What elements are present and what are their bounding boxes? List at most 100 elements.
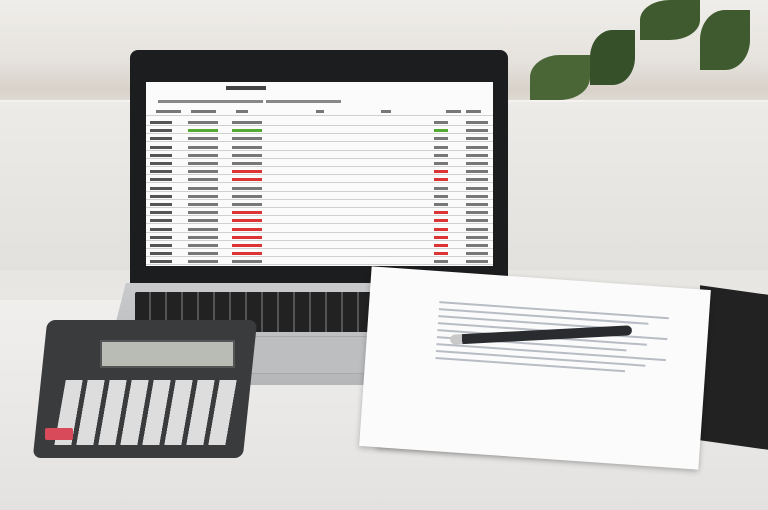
sheet-cell [188, 178, 218, 182]
sheet-cell [232, 252, 262, 256]
sheet-subtitle [158, 100, 263, 103]
sheet-cell [434, 170, 448, 174]
header-cell [236, 110, 248, 113]
sheet-cell [434, 162, 448, 165]
sheet-row [146, 175, 493, 184]
sheet-cell [188, 137, 218, 141]
sheet-row [146, 200, 493, 208]
sheet-cell [232, 219, 262, 223]
sheet-header-row [146, 106, 493, 116]
sheet-cell [232, 211, 262, 215]
paper-document [359, 266, 711, 470]
sheet-cell [150, 194, 172, 198]
sheet-cell [188, 219, 218, 223]
header-cell [316, 110, 324, 113]
sheet-cell [150, 252, 172, 256]
sheet-cell [150, 211, 172, 215]
calculator-display [100, 340, 235, 368]
sheet-cell [434, 203, 448, 206]
sheet-cell [232, 170, 262, 174]
clipboard [700, 285, 768, 450]
sheet-cell [466, 121, 488, 124]
sheet-cell [150, 244, 172, 247]
sheet-cell [188, 153, 218, 157]
sheet-cell [434, 145, 448, 149]
sheet-cell [188, 129, 218, 133]
paper-text-line [435, 357, 626, 373]
sheet-row [146, 134, 493, 143]
sheet-cell [150, 235, 172, 239]
sheet-cell [434, 244, 448, 247]
sheet-cell [434, 186, 448, 190]
sheet-row [146, 192, 493, 200]
plant-leaf [590, 30, 635, 85]
sheet-cell [232, 186, 262, 190]
sheet-cell [232, 227, 262, 231]
sheet-cell [232, 145, 262, 149]
sheet-cell [434, 137, 448, 141]
sheet-cell [232, 137, 262, 141]
sheet-row [146, 225, 493, 233]
sheet-title [226, 86, 266, 90]
sheet-cell [150, 137, 172, 141]
sheet-cell [466, 129, 488, 133]
sheet-cell [466, 194, 488, 198]
sheet-cell [466, 227, 488, 231]
sheet-cell [150, 186, 172, 190]
sheet-cell [188, 260, 218, 264]
sheet-cell [466, 137, 488, 141]
sheet-cell [188, 186, 218, 190]
sheet-cell [232, 235, 262, 239]
sheet-cell [434, 235, 448, 239]
sheet-cell [434, 219, 448, 223]
header-cell [446, 110, 461, 113]
sheet-row [146, 249, 493, 258]
sheet-cell [188, 244, 218, 247]
sheet-cell [466, 153, 488, 157]
sheet-cell [150, 178, 172, 182]
sheet-subtitle [266, 100, 341, 103]
sheet-cell [434, 252, 448, 256]
sheet-cell [232, 153, 262, 157]
sheet-cell [434, 260, 448, 264]
sheet-cell [434, 153, 448, 157]
calculator-keys [54, 380, 241, 445]
sheet-cell [150, 203, 172, 206]
sheet-cell [434, 121, 448, 124]
sheet-cell [466, 211, 488, 215]
sheet-row [146, 216, 493, 225]
header-cell [156, 110, 181, 113]
sheet-cell [434, 227, 448, 231]
sheet-row [146, 184, 493, 192]
sheet-cell [232, 121, 262, 124]
sheet-cell [232, 203, 262, 206]
sheet-row [146, 159, 493, 167]
sheet-cell [150, 227, 172, 231]
sheet-cell [150, 219, 172, 223]
sheet-cell [150, 145, 172, 149]
sheet-row [146, 143, 493, 151]
sheet-cell [466, 162, 488, 165]
sheet-cell [434, 211, 448, 215]
spreadsheet-screen [146, 82, 493, 266]
sheet-cell [150, 153, 172, 157]
sheet-cell [188, 121, 218, 124]
sheet-row [146, 126, 493, 135]
sheet-cell [466, 178, 488, 182]
sheet-row [146, 118, 493, 126]
sheet-cell [188, 203, 218, 206]
sheet-cell [232, 260, 262, 264]
sheet-cell [188, 235, 218, 239]
sheet-cell [466, 186, 488, 190]
sheet-cell [434, 129, 448, 133]
sheet-cell [466, 235, 488, 239]
sheet-cell [188, 227, 218, 231]
sheet-cell [188, 162, 218, 165]
header-cell [191, 110, 216, 113]
sheet-cell [150, 129, 172, 133]
sheet-cell [150, 170, 172, 174]
sheet-cell [466, 219, 488, 223]
sheet-cell [466, 145, 488, 149]
sheet-cell [188, 194, 218, 198]
calculator-red-key [45, 428, 73, 440]
